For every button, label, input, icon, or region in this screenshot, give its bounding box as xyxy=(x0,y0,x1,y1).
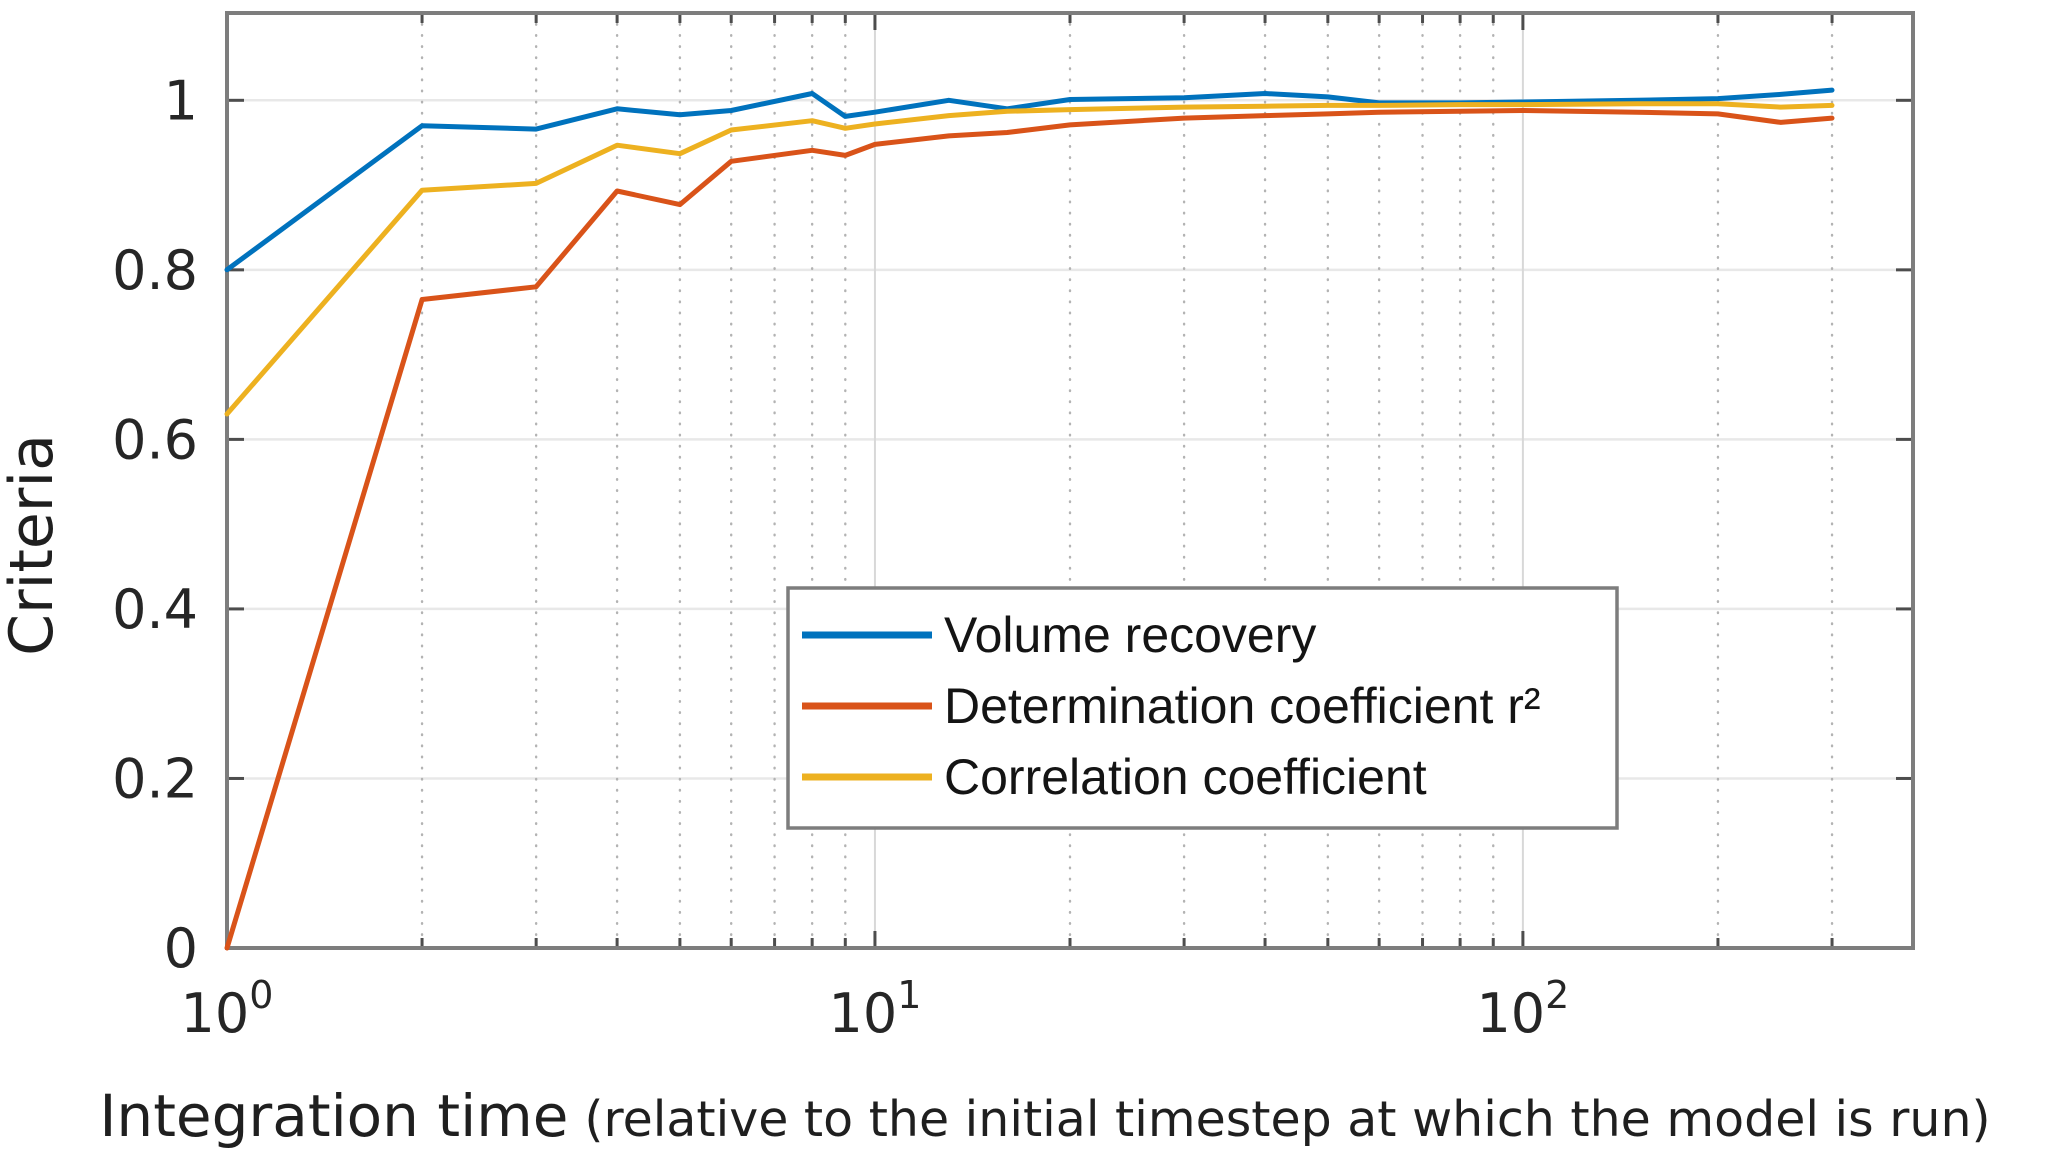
data-series xyxy=(224,87,1835,951)
y-tick-label: 0 xyxy=(164,917,198,980)
x-axis-label: Integration time (relative to the initial… xyxy=(99,1082,1990,1150)
y-tick-label: 0.8 xyxy=(112,239,198,302)
x-tick-label: 102 xyxy=(1476,973,1569,1045)
plot-frame xyxy=(225,11,1915,950)
legend-label-volume-recovery: Volume recovery xyxy=(944,607,1316,663)
y-tick-label: 0.2 xyxy=(112,747,198,810)
y-tick-label: 0.6 xyxy=(112,408,198,471)
legend-label-correlation-coefficient: Correlation coefficient xyxy=(944,749,1427,805)
x-axis-label-paren: (relative to the initial timestep at whi… xyxy=(584,1091,1990,1148)
y-tick-label: 1 xyxy=(164,69,198,132)
legend-label-determination-coefficient: Determination coefficient r² xyxy=(944,678,1541,734)
series-line-determination-coefficient-r- xyxy=(224,108,1835,951)
y-tick-label: 0.4 xyxy=(112,578,198,641)
x-axis-label-main: Integration time xyxy=(99,1082,568,1150)
x-tick-label: 100 xyxy=(181,973,274,1045)
series-line-volume-recovery xyxy=(224,87,1835,273)
x-tick-label: 101 xyxy=(828,973,921,1045)
legend: Volume recovery Determination coefficien… xyxy=(786,586,1619,830)
tick-marks xyxy=(225,14,1912,950)
gridlines xyxy=(227,11,1913,950)
tick-labels: 0 0.2 0.4 0.6 0.8 1 100 101 102 xyxy=(112,69,1569,1045)
y-axis-label: Criteria xyxy=(0,434,67,656)
series-line-correlation-coefficient xyxy=(224,101,1835,417)
